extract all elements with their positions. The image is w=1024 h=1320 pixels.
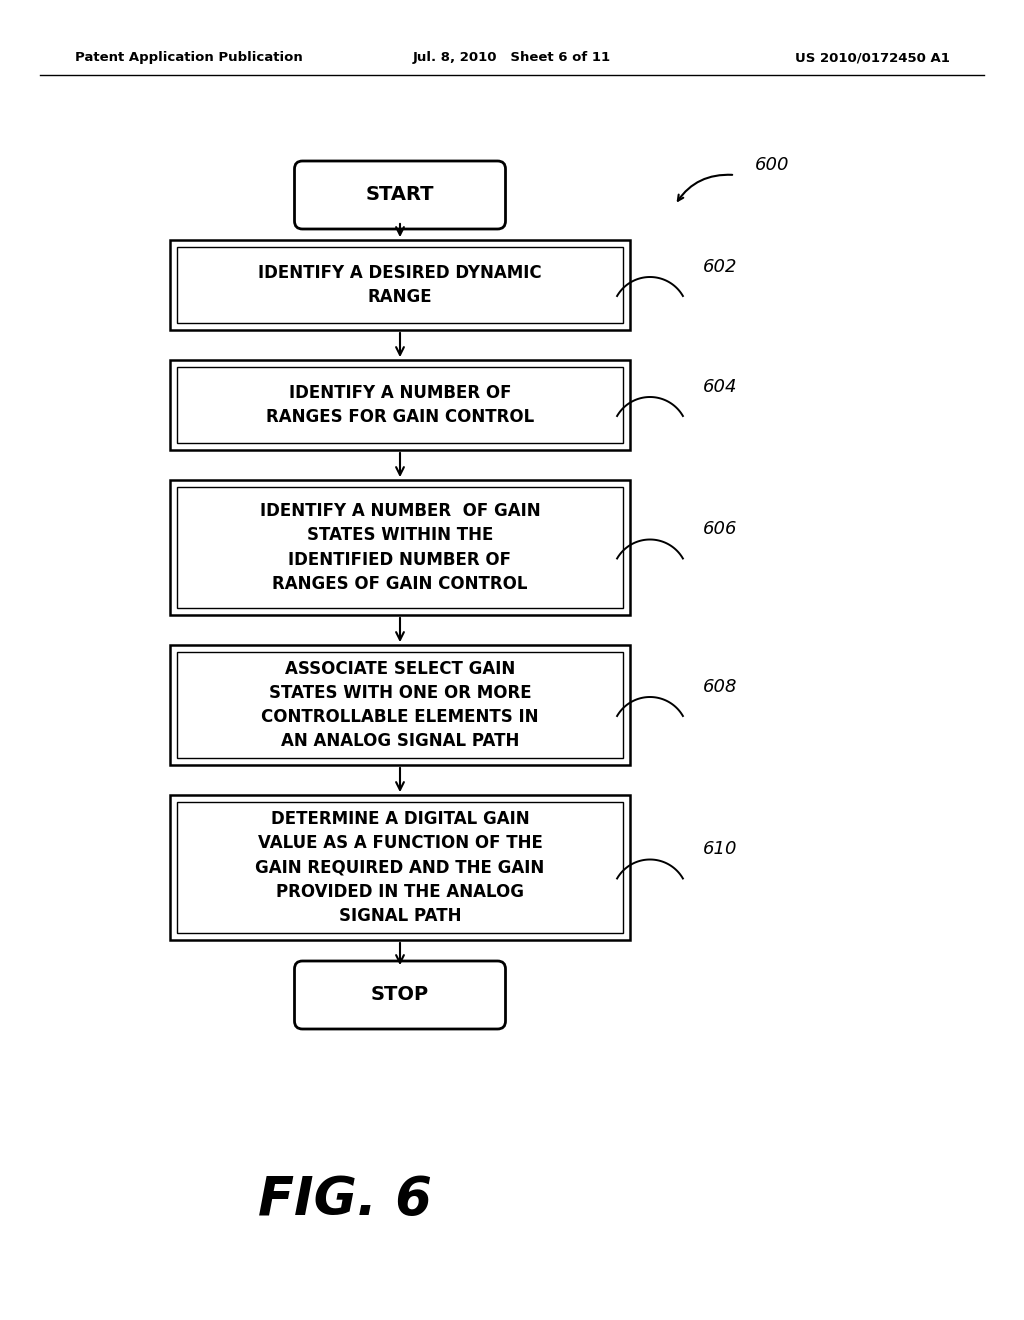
Bar	[177, 367, 623, 444]
Text: FIG. 6: FIG. 6	[258, 1173, 432, 1226]
Text: 600: 600	[755, 156, 790, 174]
Bar	[170, 645, 630, 766]
Text: IDENTIFY A NUMBER  OF GAIN
STATES WITHIN THE
IDENTIFIED NUMBER OF
RANGES OF GAIN: IDENTIFY A NUMBER OF GAIN STATES WITHIN …	[260, 502, 541, 593]
Text: 604: 604	[703, 378, 737, 396]
Text: DETERMINE A DIGITAL GAIN
VALUE AS A FUNCTION OF THE
GAIN REQUIRED AND THE GAIN
P: DETERMINE A DIGITAL GAIN VALUE AS A FUNC…	[255, 810, 545, 925]
FancyBboxPatch shape	[295, 961, 506, 1030]
Text: 602: 602	[703, 257, 737, 276]
Text: STOP: STOP	[371, 986, 429, 1005]
Bar	[177, 652, 623, 758]
Text: IDENTIFY A NUMBER OF
RANGES FOR GAIN CONTROL: IDENTIFY A NUMBER OF RANGES FOR GAIN CON…	[266, 384, 535, 426]
Text: 606: 606	[703, 520, 737, 539]
Bar	[177, 247, 623, 323]
Text: IDENTIFY A DESIRED DYNAMIC
RANGE: IDENTIFY A DESIRED DYNAMIC RANGE	[258, 264, 542, 306]
Bar	[170, 360, 630, 450]
Text: Patent Application Publication: Patent Application Publication	[75, 51, 303, 65]
Bar	[170, 240, 630, 330]
Text: Jul. 8, 2010   Sheet 6 of 11: Jul. 8, 2010 Sheet 6 of 11	[413, 51, 611, 65]
Text: START: START	[366, 186, 434, 205]
Bar	[170, 480, 630, 615]
Bar	[177, 487, 623, 609]
Text: ASSOCIATE SELECT GAIN
STATES WITH ONE OR MORE
CONTROLLABLE ELEMENTS IN
AN ANALOG: ASSOCIATE SELECT GAIN STATES WITH ONE OR…	[261, 660, 539, 751]
Text: US 2010/0172450 A1: US 2010/0172450 A1	[795, 51, 950, 65]
Text: 608: 608	[703, 678, 737, 696]
Text: 610: 610	[703, 841, 737, 858]
FancyBboxPatch shape	[295, 161, 506, 228]
Bar	[177, 803, 623, 933]
Bar	[170, 795, 630, 940]
